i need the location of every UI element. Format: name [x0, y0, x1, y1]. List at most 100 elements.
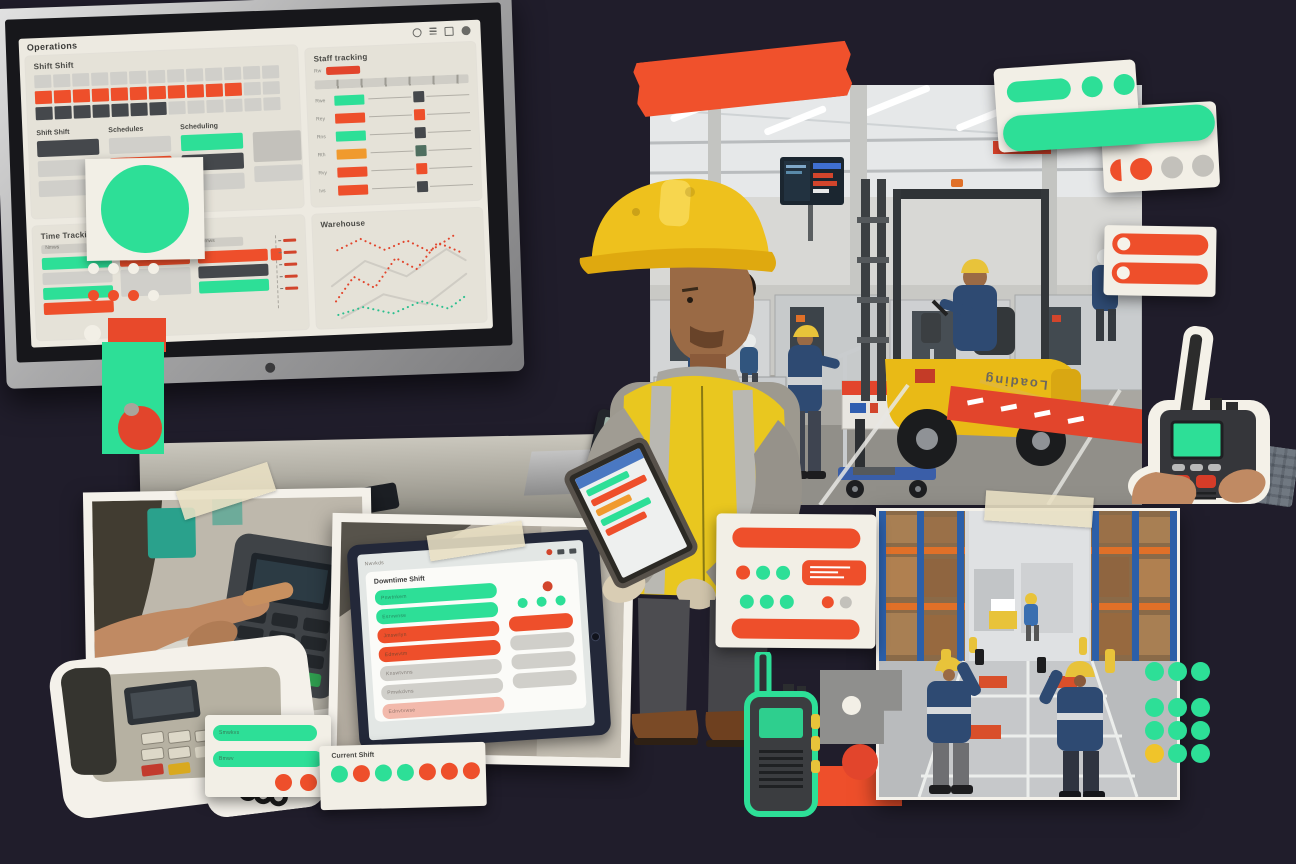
staff-filter-pill[interactable] — [326, 65, 361, 76]
message-box — [801, 560, 867, 586]
grid-cell — [261, 65, 280, 79]
clock-icon[interactable] — [412, 28, 422, 38]
time-column-header: Nmws — [41, 243, 88, 255]
boot-left — [631, 710, 699, 744]
dot — [776, 565, 791, 580]
battery-icon[interactable] — [461, 25, 471, 36]
red-dash — [283, 238, 297, 243]
staff-bar — [337, 165, 368, 178]
dashboard-title: Operations — [26, 40, 78, 53]
dot — [440, 762, 459, 781]
grid-cell — [205, 83, 224, 98]
tablet-row-label: Pmwkdvns — [387, 687, 415, 696]
grid-cell — [110, 87, 129, 102]
side-button[interactable] — [811, 736, 820, 751]
grid-cell — [244, 97, 262, 112]
staff-marker — [414, 126, 427, 139]
grid-cell — [35, 106, 53, 121]
warehouse-photo — [876, 508, 1180, 800]
staff-bar — [334, 111, 366, 124]
red-dash — [283, 250, 297, 254]
staff-bar — [335, 129, 367, 142]
white-dot — [84, 325, 101, 342]
green-dot — [1081, 75, 1104, 98]
shift-status-dots — [330, 761, 486, 783]
antenna — [1179, 334, 1203, 418]
wall-screen — [780, 157, 844, 241]
red-toggle[interactable] — [1111, 262, 1208, 285]
green-rectangle — [102, 342, 164, 454]
clear-key[interactable] — [168, 762, 191, 776]
grid-cell — [168, 100, 186, 115]
route-map-chart — [330, 234, 468, 320]
dot — [1145, 721, 1164, 740]
side-button[interactable] — [811, 760, 820, 773]
dot — [1145, 662, 1164, 681]
staff-row: Rns — [317, 125, 471, 142]
red-dash — [284, 262, 298, 266]
grid-cell — [72, 88, 91, 103]
side-button[interactable] — [811, 714, 820, 729]
time-cell — [198, 278, 270, 294]
grid-cell — [148, 85, 167, 100]
red-dash — [284, 274, 298, 278]
radio-button[interactable] — [1196, 475, 1216, 488]
time-column: Kmws — [197, 236, 283, 312]
staff-bar — [337, 183, 369, 196]
red-toggle[interactable] — [1112, 233, 1209, 256]
route-path — [330, 247, 467, 288]
dot — [396, 763, 415, 782]
route-path — [340, 272, 468, 320]
grid-cell — [225, 98, 243, 113]
staff-row: Rvy — [318, 161, 473, 178]
tablet-row-label: Esrvwnse — [382, 612, 407, 620]
grid-cell — [204, 67, 223, 82]
white-dot — [842, 696, 861, 715]
grid-cell — [91, 88, 110, 102]
dot — [736, 564, 751, 580]
white-dots-row — [88, 263, 159, 274]
shift-grid — [26, 64, 300, 121]
row-label: Bmwv — [219, 756, 234, 762]
staff-row: Rey — [316, 107, 471, 124]
dot — [88, 263, 99, 274]
green-dot-grid — [1145, 662, 1210, 767]
window-icon[interactable] — [444, 26, 454, 37]
staff-filter-label: Rw — [314, 68, 322, 75]
list-icon[interactable] — [429, 27, 437, 35]
cancel-key[interactable] — [141, 763, 164, 777]
grid-cell — [243, 81, 262, 96]
route-path — [336, 234, 456, 253]
current-shift-card: Current Shift — [319, 741, 487, 811]
dot — [779, 594, 794, 609]
dot — [756, 565, 771, 580]
dot — [108, 290, 119, 301]
grid-cell — [129, 86, 148, 101]
dot — [300, 774, 317, 791]
tablet-row[interactable]: Ednvtvwse — [382, 696, 505, 720]
dot — [330, 765, 349, 783]
time-cell — [197, 248, 283, 264]
staff-marker — [416, 180, 429, 193]
grid-cell — [111, 103, 129, 118]
grid-cell — [34, 74, 52, 89]
hand — [1131, 472, 1197, 504]
radio-screen — [759, 708, 803, 738]
radio-screen — [1170, 420, 1224, 460]
grid-cell — [167, 85, 186, 99]
staff-rows: Rwe Rey Rns Rth Rvy Ivs — [307, 89, 481, 197]
grid-cell — [149, 101, 167, 116]
handset — [61, 667, 117, 775]
floor-hazard-band — [946, 385, 1150, 445]
staff-marker — [413, 90, 425, 103]
staff-row-label: Rth — [317, 151, 326, 158]
dot — [1145, 698, 1164, 717]
walkie-talkie-sticker — [1128, 326, 1270, 504]
mini-table-extra — [252, 119, 303, 192]
dot — [1168, 744, 1187, 763]
grid-cell — [166, 69, 185, 83]
staff-row-label: Rwe — [315, 97, 326, 105]
red-bar — [731, 618, 860, 640]
dot — [275, 774, 292, 791]
toggle-knob — [1116, 266, 1130, 280]
